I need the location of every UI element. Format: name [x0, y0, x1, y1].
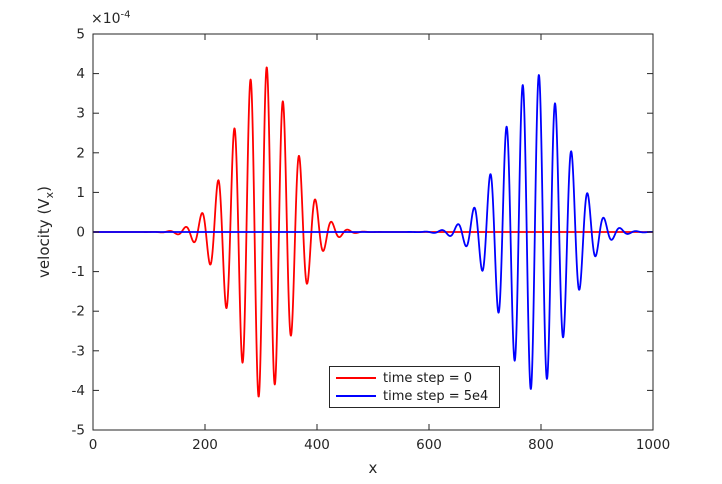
y-axis-exponent-label: ×10-4: [91, 9, 131, 27]
legend-entry-label: time step = 0: [383, 370, 473, 386]
x-axis-label: x: [368, 459, 378, 477]
legend-line-sample-red: [336, 377, 376, 379]
x-tick-label: 1000: [636, 437, 670, 453]
y-tick-label: 5: [76, 27, 85, 43]
legend-entry-timestep-5e4[interactable]: time step = 5e4: [330, 387, 499, 405]
y-tick-label: 2: [76, 145, 85, 161]
y-tick-label: -2: [72, 304, 85, 320]
y-axis-label-suffix: ): [35, 186, 53, 192]
y-tick-label: 0: [76, 225, 85, 241]
legend-line-sample-blue: [336, 395, 376, 397]
y-tick-label: -3: [72, 343, 85, 359]
y-axis-label-subscript: x: [43, 191, 56, 199]
x-tick-label: 800: [528, 437, 554, 453]
legend[interactable]: time step = 0 time step = 5e4: [329, 366, 500, 408]
y-tick-label: 4: [76, 66, 85, 82]
y-tick-label: -4: [72, 383, 85, 399]
y-tick-label: -1: [72, 264, 85, 280]
series-time-step-5e4: [92, 74, 654, 390]
y-axis-exponent-base: ×10: [91, 11, 121, 27]
y-axis-label-text: velocity (V: [35, 198, 53, 278]
x-tick-label: 600: [416, 437, 442, 453]
legend-entry-timestep-0[interactable]: time step = 0: [330, 369, 499, 387]
y-tick-label: 3: [76, 106, 85, 122]
x-tick-label: 0: [89, 437, 98, 453]
x-tick-label: 400: [304, 437, 330, 453]
x-tick-label: 200: [192, 437, 218, 453]
y-axis-label: velocity (Vx): [35, 186, 56, 278]
y-tick-label: -5: [72, 423, 85, 439]
y-tick-label: 1: [76, 185, 85, 201]
y-axis-exponent-power: -4: [120, 9, 131, 21]
legend-entry-label: time step = 5e4: [383, 388, 489, 404]
